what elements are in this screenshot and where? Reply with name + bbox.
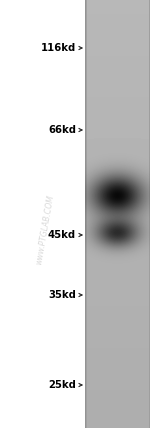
Text: 66kd: 66kd (48, 125, 76, 135)
Text: www.PTGLAB.COM: www.PTGLAB.COM (34, 194, 56, 266)
Text: 25kd: 25kd (48, 380, 76, 390)
Text: 45kd: 45kd (48, 230, 76, 240)
Text: 35kd: 35kd (48, 290, 76, 300)
Text: 116kd: 116kd (41, 43, 76, 53)
